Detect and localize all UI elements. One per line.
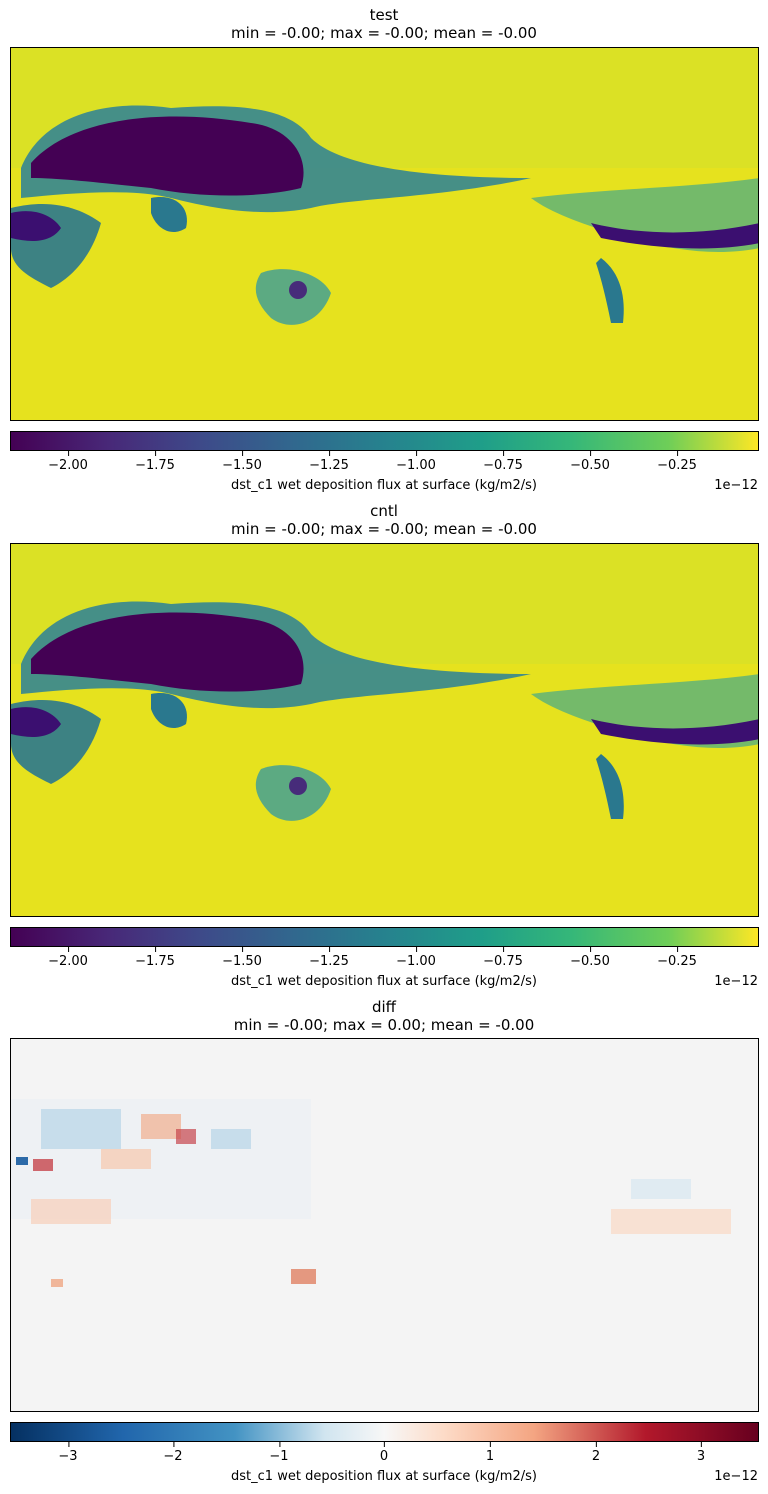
map-test	[10, 47, 759, 421]
colorbar-diff	[10, 1422, 759, 1442]
cb-tick: 0	[379, 1442, 389, 1464]
colorbar-test	[10, 431, 759, 451]
cb-tick: −1	[269, 1442, 289, 1464]
panel-title-diff: diff	[371, 998, 397, 1016]
cb-tick: −1.25	[309, 451, 349, 473]
panel-stats-cntl: min = -0.00; max = -0.00; mean = -0.00	[231, 520, 537, 538]
map-diff	[10, 1038, 759, 1412]
panel-stats-diff: min = -0.00; max = 0.00; mean = -0.00	[233, 1016, 535, 1034]
colorbar-cntl	[10, 927, 759, 947]
cb-tick: −2.00	[48, 451, 88, 473]
heatmap-test	[11, 48, 758, 420]
panel-title-cntl: cntl	[370, 502, 398, 520]
cb-tick: −1.50	[222, 451, 262, 473]
colorbar-label-test: dst_c1 wet deposition flux at surface (k…	[231, 478, 537, 493]
cb-tick: −1.25	[309, 947, 349, 969]
cb-tick: −1.00	[396, 947, 436, 969]
cb-tick: −1.50	[222, 947, 262, 969]
heatmap-cntl	[11, 544, 758, 916]
cb-tick: −2	[163, 1442, 183, 1464]
cb-tick: 3	[696, 1442, 706, 1464]
cb-tick: −3	[58, 1442, 78, 1464]
cb-tick: −2.00	[48, 947, 88, 969]
panel-stats-test: min = -0.00; max = -0.00; mean = -0.00	[231, 24, 537, 42]
cb-tick: −1.75	[135, 947, 175, 969]
cb-tick: −0.25	[657, 947, 697, 969]
colorbar-gradient-diff	[11, 1423, 758, 1441]
cb-tick: −0.25	[657, 451, 697, 473]
map-cntl	[10, 543, 759, 917]
colorbar-scale-cntl: 1e−12	[714, 974, 758, 989]
colorbar-scale-diff: 1e−12	[714, 1469, 758, 1484]
cb-tick: −1.00	[396, 451, 436, 473]
colorbar-gradient-test	[11, 432, 758, 450]
colorbar-scale-test: 1e−12	[714, 478, 758, 493]
cb-tick: −0.75	[483, 947, 523, 969]
cb-tick: −0.50	[570, 947, 610, 969]
cb-tick: 1	[485, 1442, 495, 1464]
cb-tick: 2	[591, 1442, 601, 1464]
colorbar-label-cntl: dst_c1 wet deposition flux at surface (k…	[231, 974, 537, 989]
heatmap-diff	[11, 1039, 758, 1411]
colorbar-label-diff: dst_c1 wet deposition flux at surface (k…	[231, 1469, 537, 1484]
cb-tick: −0.50	[570, 451, 610, 473]
colorbar-gradient-cntl	[11, 928, 758, 946]
panel-title-test: test	[369, 6, 399, 24]
cb-tick: −0.75	[483, 451, 523, 473]
cb-tick: −1.75	[135, 451, 175, 473]
